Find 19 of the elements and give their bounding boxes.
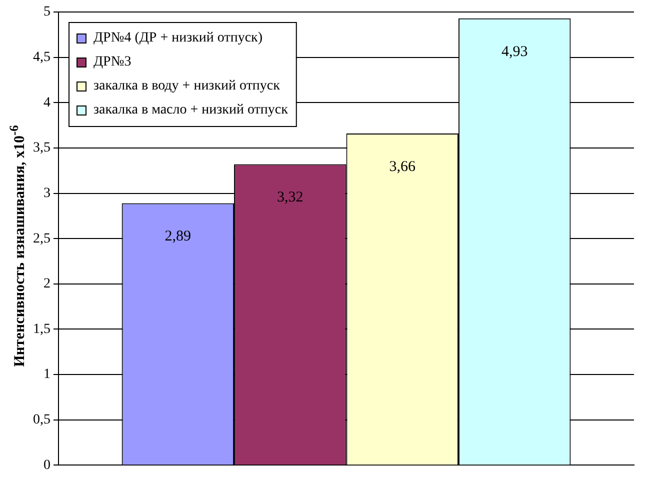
data-label: 3,32 [277, 190, 304, 206]
y-tick-label: 4,5 [33, 50, 50, 65]
y-tick-label: 1 [44, 367, 50, 382]
y-tick-label: 0,5 [33, 412, 50, 428]
y-tick-label: 5 [44, 4, 50, 20]
data-label: 3,66 [389, 158, 416, 175]
y-tick-label: 0 [44, 458, 50, 473]
y-tick-label: 2 [44, 276, 50, 292]
y-tick-label: 3 [44, 186, 50, 201]
y-tick-label: 4 [44, 95, 50, 110]
legend-label: закалка в воду + низкий отпуск [94, 78, 280, 94]
legend-label: ДР№3 [94, 54, 132, 70]
y-tick-label: 2,5 [33, 231, 50, 246]
legend-label: ДР№4 (ДР + низкий отпуск) [94, 30, 263, 46]
data-label: 2,89 [164, 228, 192, 245]
legend-label: закалка в масло + низкий отпуск [94, 102, 288, 118]
y-tick-label: 3,5 [33, 140, 50, 156]
data-label: 4,93 [501, 44, 528, 60]
y-tick-label: 1,5 [33, 322, 50, 337]
